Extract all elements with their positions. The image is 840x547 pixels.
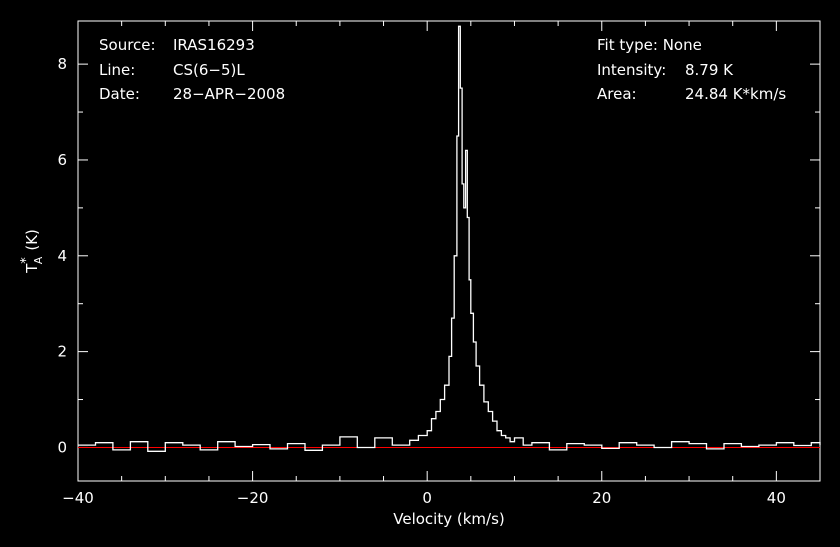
x-tick-label: 0 <box>422 489 432 507</box>
y-tick-label: 0 <box>57 438 67 456</box>
y-tick-label: 4 <box>57 247 67 265</box>
line-row: Line: CS(6−5)L <box>99 58 285 83</box>
source-row: Source: IRAS16293 <box>99 33 285 58</box>
fit-value: None <box>662 36 702 54</box>
x-tick-label: −40 <box>62 489 94 507</box>
y-tick-label: 8 <box>57 55 67 73</box>
date-row: Date: 28−APR−2008 <box>99 82 285 107</box>
line-value: CS(6−5)L <box>173 60 245 79</box>
spectrum-line <box>78 25 821 452</box>
intensity-row: Intensity: 8.79 K <box>597 58 786 83</box>
x-tick-label: −20 <box>237 489 269 507</box>
area-label: Area: <box>597 85 637 103</box>
source-value: IRAS16293 <box>173 36 255 54</box>
date-label: Date: <box>99 85 140 103</box>
plot-frame <box>77 20 821 482</box>
intensity-label: Intensity: <box>597 60 667 79</box>
y-axis-label: T*A(K) <box>19 229 45 274</box>
line-label: Line: <box>99 60 136 79</box>
y-tick-label: 2 <box>57 343 67 361</box>
fit-label: Fit type: <box>597 36 658 54</box>
source-label: Source: <box>99 36 156 54</box>
date-value: 28−APR−2008 <box>173 85 286 103</box>
y-tick-label: 6 <box>57 151 67 169</box>
fit-info-block: Fit type: None Intensity: 8.79 K Area: 24.84… <box>597 33 786 107</box>
source-info-block: Source: IRAS16293 Line: CS(6−5)L Date: 28−APR… <box>99 33 285 107</box>
x-tick-label: 20 <box>592 489 611 507</box>
area-row: Area: 24.84 K*km/s <box>597 82 786 107</box>
area-value: 24.84 K*km/s <box>685 85 787 103</box>
x-axis-label: Velocity (km/s) <box>393 510 504 528</box>
fit-row: Fit type: None <box>597 33 786 58</box>
x-tick-label: 40 <box>767 489 786 507</box>
intensity-value: 8.79 K <box>685 60 734 79</box>
